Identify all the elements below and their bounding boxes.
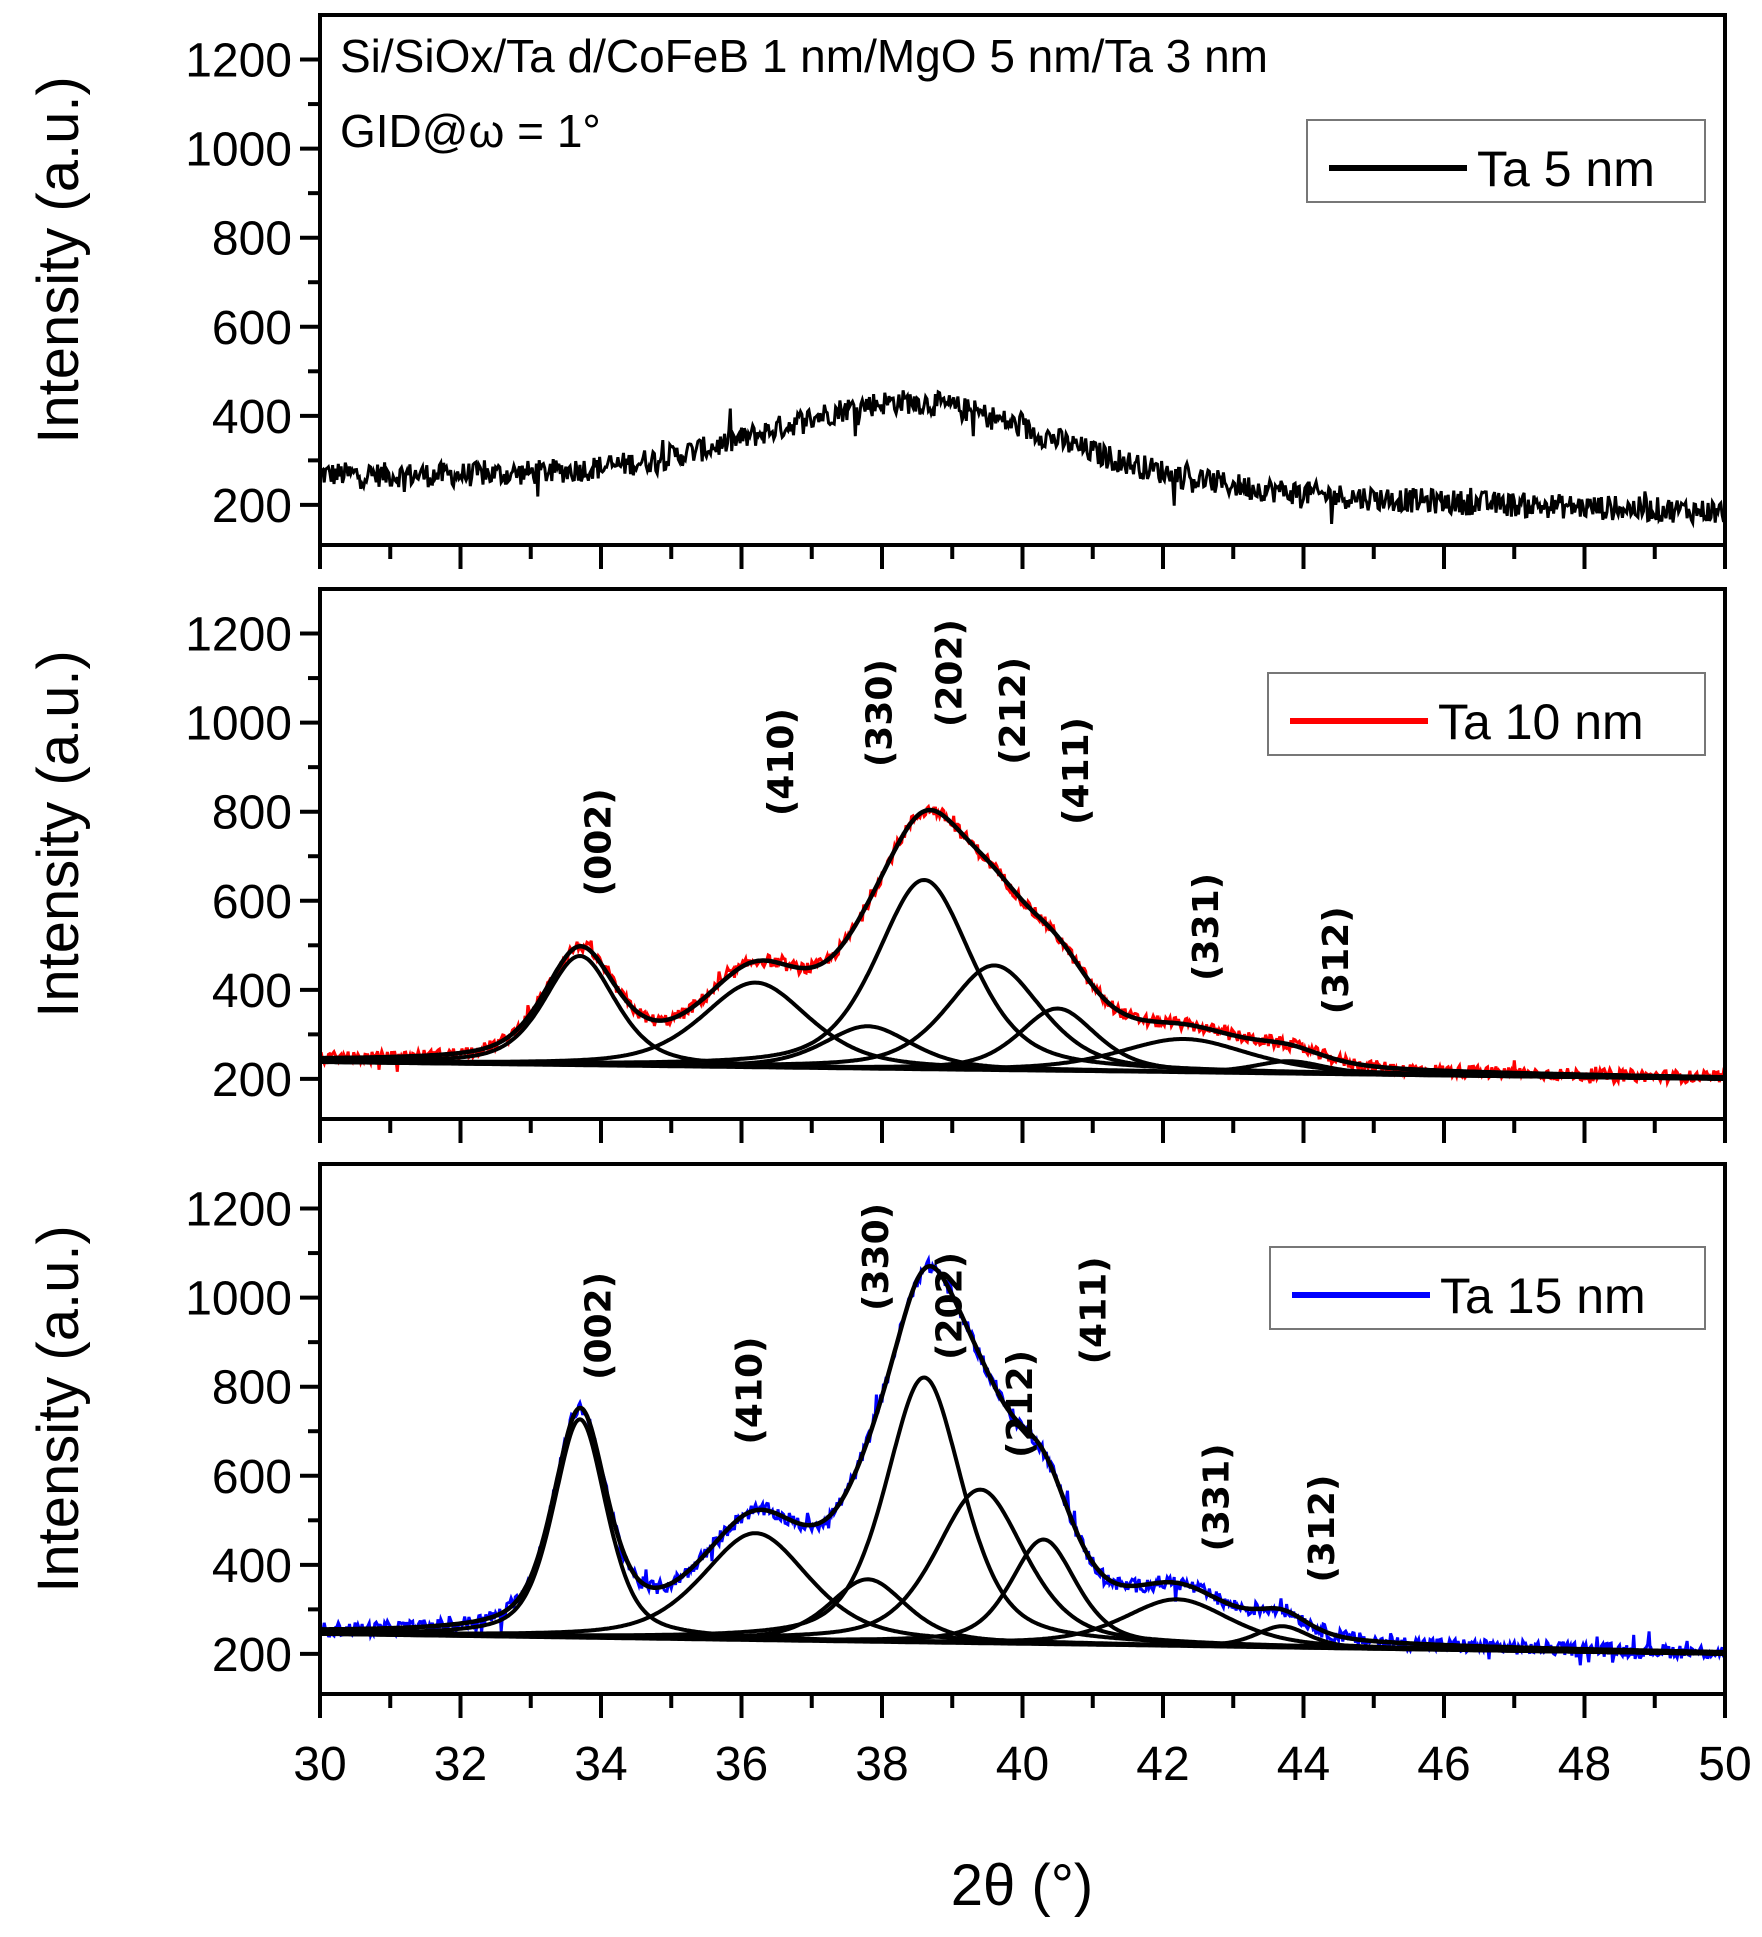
x-tick-label: 44 bbox=[1277, 1738, 1330, 1791]
y-tick-label: 800 bbox=[212, 787, 292, 840]
x-tick-label: 40 bbox=[996, 1738, 1049, 1791]
x-tick-label: 32 bbox=[434, 1738, 487, 1791]
y-tick-label: 400 bbox=[212, 391, 292, 444]
x-tick-label: 46 bbox=[1417, 1738, 1470, 1791]
y-tick-label: 600 bbox=[212, 876, 292, 929]
fit-component-line bbox=[320, 1624, 1726, 1656]
x-axis-label: 2θ (°) bbox=[951, 1853, 1093, 1918]
y-tick-label: 1200 bbox=[185, 1184, 292, 1237]
y-axis-label: Intensity (a.u.) bbox=[26, 650, 91, 1017]
peak-label: (212) bbox=[1000, 1350, 1041, 1458]
peak-label: (002) bbox=[578, 1272, 619, 1380]
panel-3: (002) (410) (330) (202) (212) (411) (331) (312)… bbox=[26, 1162, 1752, 1791]
y-axis-label: Intensity (a.u.) bbox=[26, 1225, 91, 1592]
y-tick-label: 1000 bbox=[185, 1273, 292, 1326]
legend-label: Ta 15 nm bbox=[1440, 1268, 1646, 1324]
y-tick-label: 800 bbox=[212, 213, 292, 266]
annotation-text: Si/SiOx/Ta d/CoFeB 1 nm/MgO 5 nm/Ta 3 nm bbox=[340, 30, 1268, 82]
legend-box bbox=[1267, 672, 1706, 756]
peak-label: (330) bbox=[856, 1203, 897, 1311]
x-tick-label: 34 bbox=[574, 1738, 627, 1791]
y-tick-label: 600 bbox=[212, 302, 292, 355]
peak-label: (411) bbox=[1074, 1256, 1115, 1364]
panel-2: (002) (410) (330) (202) (212) (411) (331) (312)… bbox=[26, 587, 1727, 1143]
peak-label: (330) bbox=[859, 659, 900, 767]
peak-label: (331) bbox=[1186, 873, 1227, 981]
fit-total-line bbox=[320, 1263, 1725, 1655]
y-tick-label: 400 bbox=[212, 1540, 292, 1593]
plot-frame bbox=[318, 13, 1727, 547]
peak-label: (202) bbox=[930, 619, 971, 727]
y-tick-label: 1200 bbox=[185, 609, 292, 662]
peak-label: (312) bbox=[1316, 906, 1357, 1014]
x-tick-label: 48 bbox=[1558, 1738, 1611, 1791]
peak-label: (212) bbox=[993, 657, 1034, 765]
peak-label: (331) bbox=[1197, 1443, 1238, 1551]
y-tick-label: 600 bbox=[212, 1451, 292, 1504]
y-tick-label: 1000 bbox=[185, 124, 292, 177]
peak-label: (410) bbox=[761, 708, 802, 816]
data-series-line bbox=[319, 389, 1727, 529]
data-series-line bbox=[319, 803, 1727, 1089]
y-tick-label: 1200 bbox=[185, 35, 292, 88]
fit-total-line bbox=[320, 807, 1725, 1080]
legend-box bbox=[1269, 1246, 1706, 1330]
y-axis-label: Intensity (a.u.) bbox=[26, 76, 91, 443]
y-tick-label: 400 bbox=[212, 965, 292, 1018]
y-tick-label: 200 bbox=[212, 1054, 292, 1107]
x-tick-label: 36 bbox=[715, 1738, 768, 1791]
annotation-text: GID@ω = 1° bbox=[340, 105, 601, 157]
y-tick-label: 200 bbox=[212, 1629, 292, 1682]
x-tick-label: 30 bbox=[293, 1738, 346, 1791]
peak-label: (410) bbox=[730, 1337, 771, 1445]
legend: Ta 15 nm bbox=[1269, 1246, 1706, 1330]
peak-label: (411) bbox=[1056, 717, 1097, 825]
y-tick-label: 200 bbox=[212, 480, 292, 533]
peak-label: (202) bbox=[930, 1252, 971, 1360]
legend: Ta 5 nm bbox=[1306, 119, 1706, 203]
x-tick-label: 50 bbox=[1698, 1738, 1751, 1791]
fit-component-line bbox=[320, 1059, 1726, 1081]
legend-label: Ta 5 nm bbox=[1477, 141, 1655, 197]
x-tick-label: 38 bbox=[855, 1738, 908, 1791]
fit-component-line bbox=[320, 877, 1726, 1081]
y-tick-label: 800 bbox=[212, 1362, 292, 1415]
x-tick-label: 42 bbox=[1136, 1738, 1189, 1791]
peak-label: (002) bbox=[578, 788, 619, 896]
legend: Ta 10 nm bbox=[1267, 672, 1706, 756]
panel-1: 200 400 600 800 1000 1200 Intensity (a.u.) Ta 5… bbox=[26, 13, 1727, 569]
legend-label: Ta 10 nm bbox=[1438, 694, 1644, 750]
y-tick-label: 1000 bbox=[185, 698, 292, 751]
peak-label: (312) bbox=[1302, 1475, 1343, 1583]
legend-box bbox=[1306, 119, 1706, 203]
